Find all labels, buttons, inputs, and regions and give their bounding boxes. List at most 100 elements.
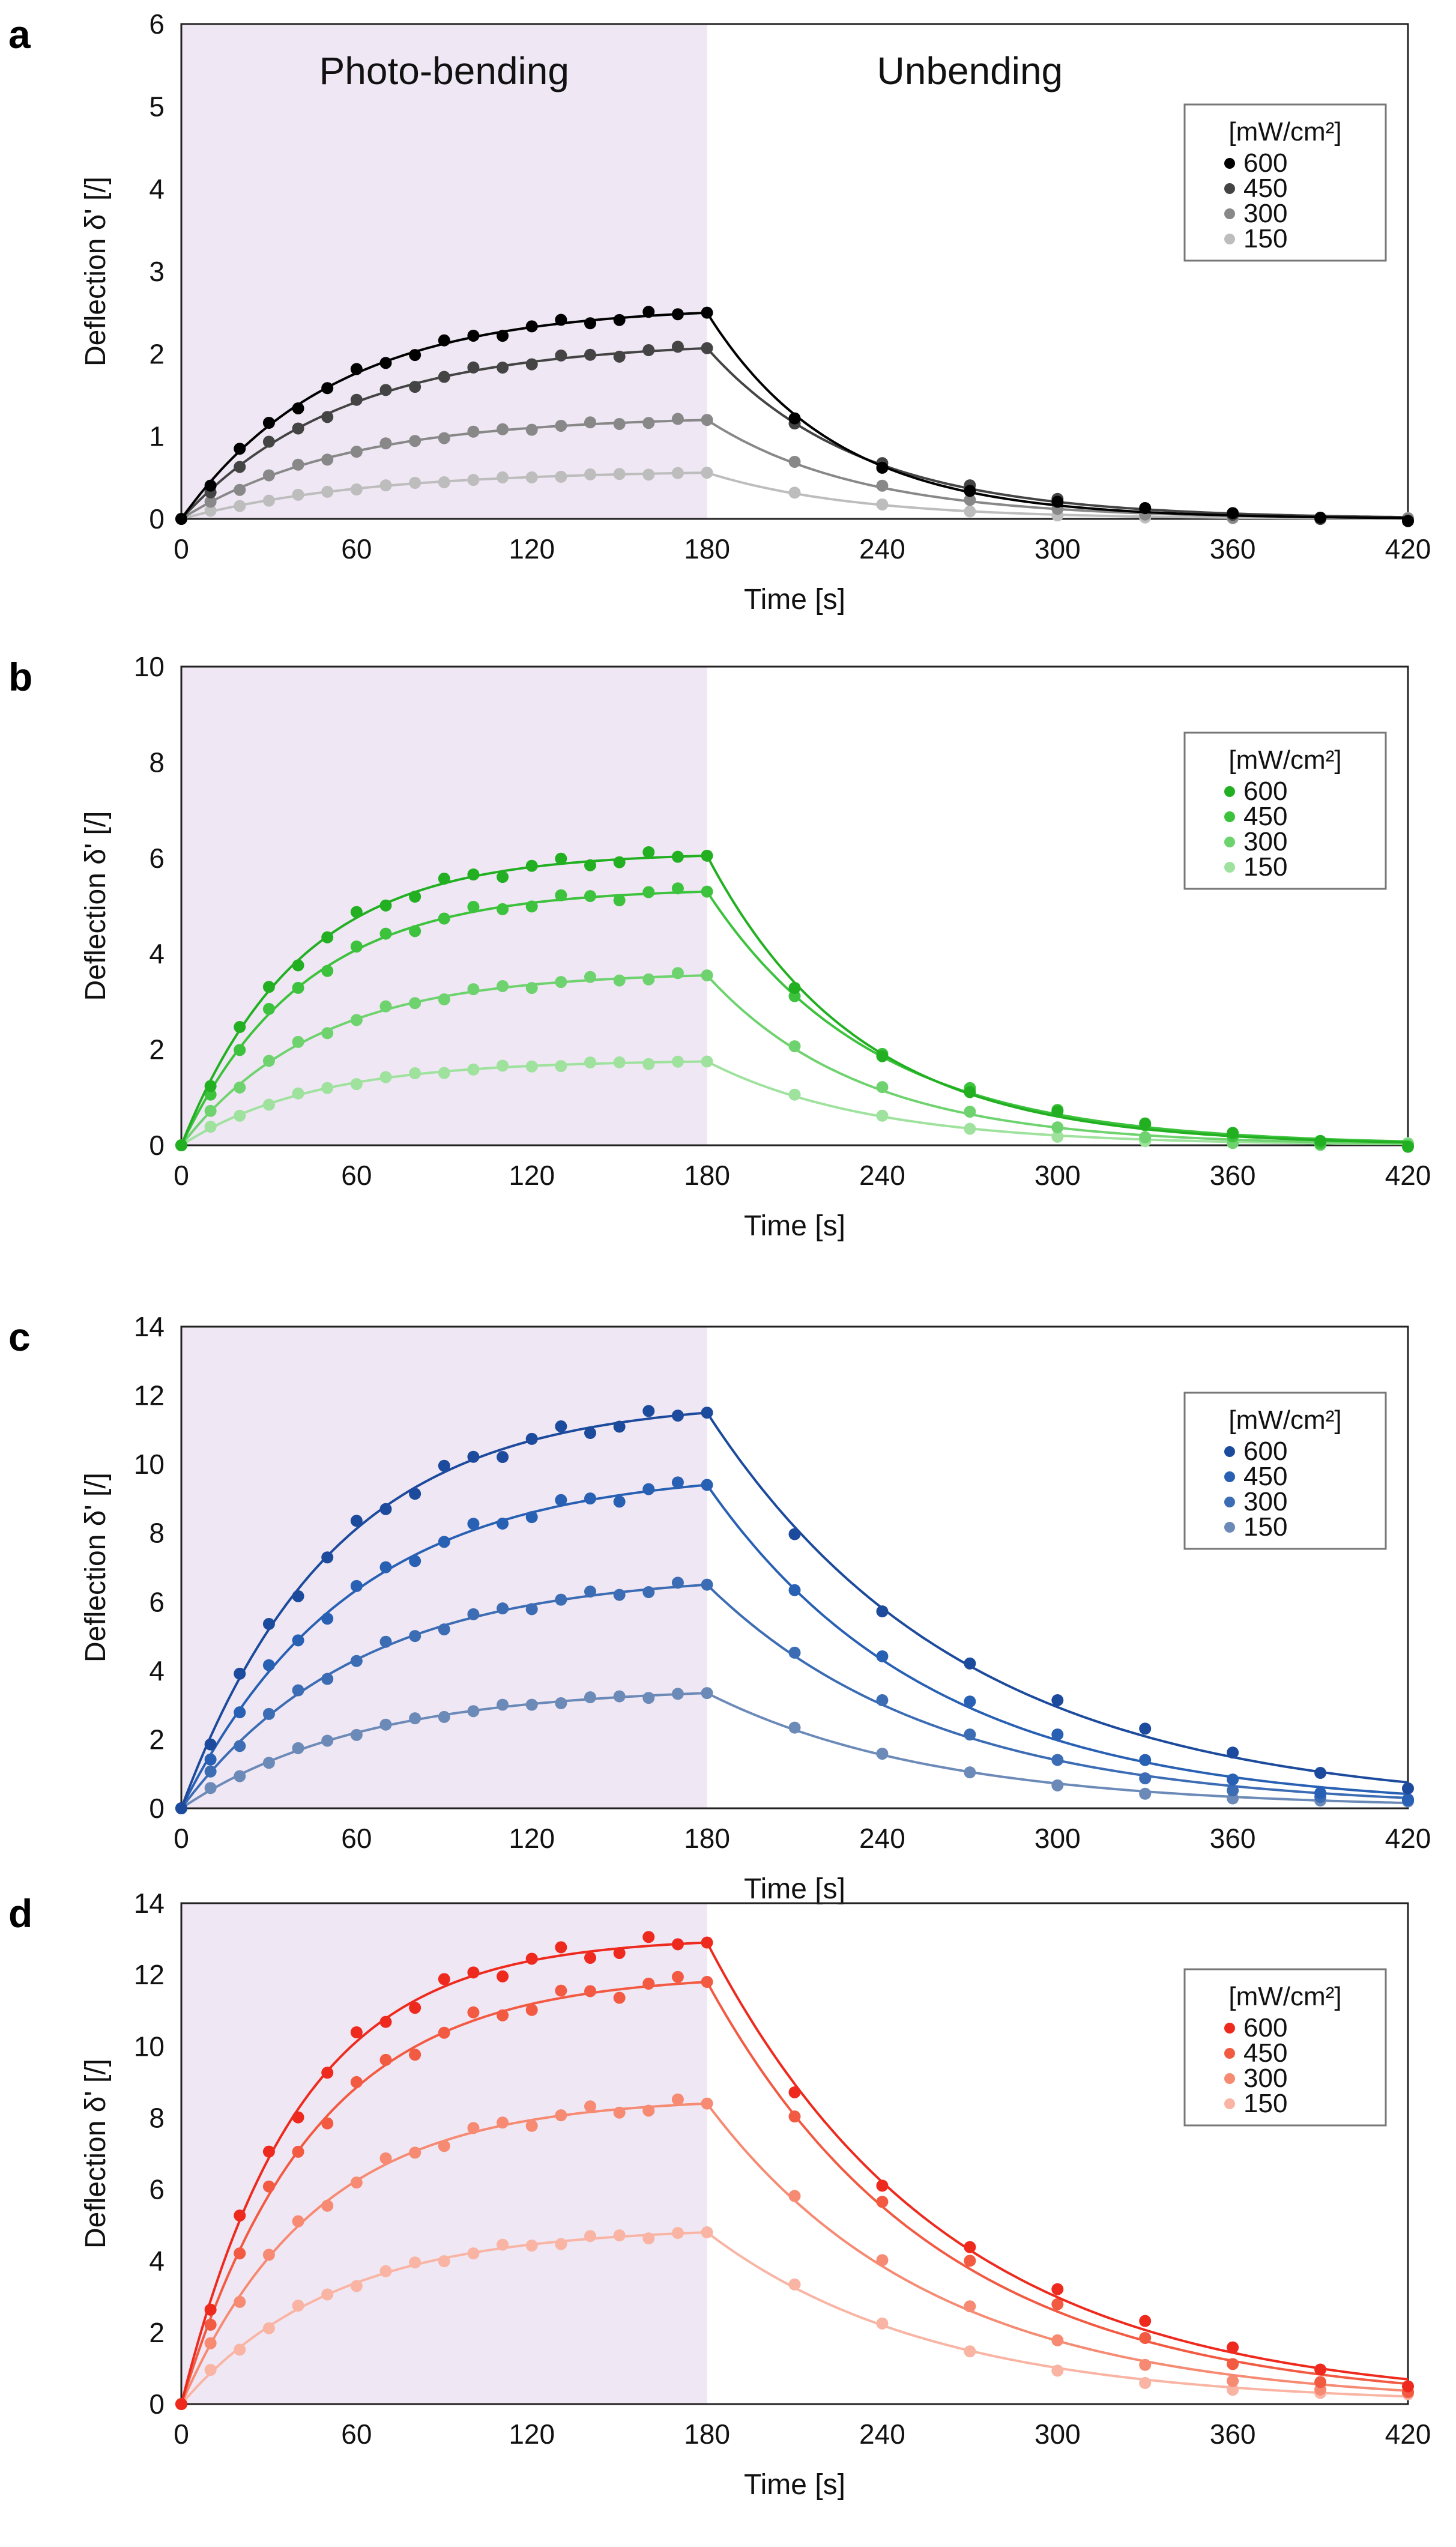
y-tick-label: 2 (149, 1724, 165, 1755)
data-point-150 (525, 471, 538, 483)
data-point-600 (613, 1946, 626, 1959)
y-axis-label: Deflection δ' [/] (80, 177, 112, 366)
legend-marker-600 (1224, 2023, 1235, 2034)
data-point-600 (964, 485, 976, 497)
data-point-450 (350, 1579, 363, 1592)
data-point-450 (409, 381, 421, 393)
data-point-450 (788, 990, 801, 1002)
data-point-600 (204, 1080, 217, 1092)
data-point-600 (584, 859, 596, 871)
data-point-300 (262, 1055, 275, 1067)
data-point-300 (788, 455, 801, 468)
x-tick-label: 300 (1035, 1823, 1081, 1854)
legend-marker-450 (1224, 1471, 1235, 1482)
data-point-150 (1139, 2376, 1152, 2389)
data-point-300 (321, 1673, 334, 1685)
data-point-600 (525, 1432, 538, 1445)
data-point-300 (350, 446, 363, 458)
fit-curve-unbending-600 (705, 312, 1408, 519)
data-point-450 (1314, 1787, 1327, 1799)
data-point-600 (1051, 1694, 1064, 1707)
data-point-600 (204, 1738, 217, 1751)
data-point-450 (671, 1970, 684, 1983)
data-point-300 (671, 413, 684, 425)
plot-frame (180, 23, 1409, 520)
data-point-600 (497, 330, 509, 342)
data-point-300 (379, 1000, 392, 1013)
panel-c: c 0 2 4 6 8 10 12 14 0 60 120 180 240 300 360 420 Time [s… (8, 1311, 1431, 1905)
data-point-600 (497, 871, 509, 883)
x-tick-label: 360 (1210, 533, 1256, 565)
data-point-600 (175, 2398, 187, 2410)
data-point-450 (701, 342, 713, 354)
data-point-300 (964, 1106, 976, 1118)
data-point-600 (234, 443, 246, 455)
data-point-300 (409, 997, 421, 1010)
data-point-600 (1227, 1127, 1239, 1139)
data-point-600 (555, 1941, 567, 1954)
data-point-600 (262, 417, 275, 429)
data-point-150 (642, 1692, 655, 1704)
data-point-150 (788, 1088, 801, 1101)
data-point-150 (467, 2247, 480, 2260)
data-point-600 (409, 891, 421, 903)
data-point-450 (876, 2196, 889, 2208)
data-point-450 (555, 889, 567, 901)
data-point-150 (613, 1056, 626, 1068)
data-point-150 (438, 1067, 450, 1079)
data-point-150 (204, 1782, 217, 1794)
data-point-600 (1051, 495, 1064, 508)
data-point-300 (321, 2199, 334, 2212)
data-point-450 (642, 886, 655, 898)
data-point-300 (292, 458, 304, 471)
data-point-600 (1402, 2380, 1414, 2393)
data-point-600 (1402, 1140, 1414, 1153)
data-point-600 (175, 1139, 187, 1151)
data-point-600 (1314, 1134, 1327, 1147)
data-point-150 (497, 1698, 509, 1711)
data-point-150 (409, 2256, 421, 2269)
data-point-150 (321, 1734, 334, 1747)
data-point-450 (876, 1650, 889, 1662)
data-point-600 (438, 873, 450, 885)
x-tick-label: 420 (1385, 1160, 1431, 1191)
data-point-150 (234, 2343, 246, 2356)
data-point-600 (876, 461, 889, 474)
data-point-600 (964, 1657, 976, 1670)
data-point-300 (1227, 2375, 1239, 2387)
data-point-150 (321, 1082, 334, 1094)
data-point-450 (467, 2006, 480, 2019)
x-axis-label: Time [s] (744, 584, 845, 616)
legend-label-450: 450 (1243, 802, 1287, 831)
data-point-450 (525, 358, 538, 371)
data-point-450 (497, 362, 509, 374)
data-point-300 (467, 983, 480, 996)
data-point-300 (701, 414, 713, 426)
data-point-450 (379, 384, 392, 396)
data-point-150 (438, 2255, 450, 2268)
data-point-300 (262, 469, 275, 482)
data-point-150 (409, 1067, 421, 1079)
legend-label-150: 150 (1243, 1512, 1287, 1542)
data-point-150 (525, 2240, 538, 2252)
panel-letter: c (8, 1315, 31, 1359)
data-point-450 (555, 349, 567, 362)
data-point-600 (467, 329, 480, 342)
data-point-600 (1402, 515, 1414, 527)
data-point-600 (788, 981, 801, 994)
y-tick-label: 6 (149, 1586, 165, 1617)
data-point-450 (379, 927, 392, 940)
data-point-450 (642, 1483, 655, 1495)
data-point-450 (584, 1492, 596, 1505)
data-point-300 (321, 1027, 334, 1040)
data-point-150 (438, 476, 450, 489)
data-point-600 (701, 306, 713, 319)
y-tick-label: 2 (149, 338, 165, 369)
data-point-150 (788, 486, 801, 499)
data-point-150 (321, 485, 334, 498)
data-point-300 (234, 1081, 246, 1094)
data-point-150 (876, 2317, 889, 2330)
data-point-300 (701, 2097, 713, 2110)
data-point-150 (701, 467, 713, 479)
